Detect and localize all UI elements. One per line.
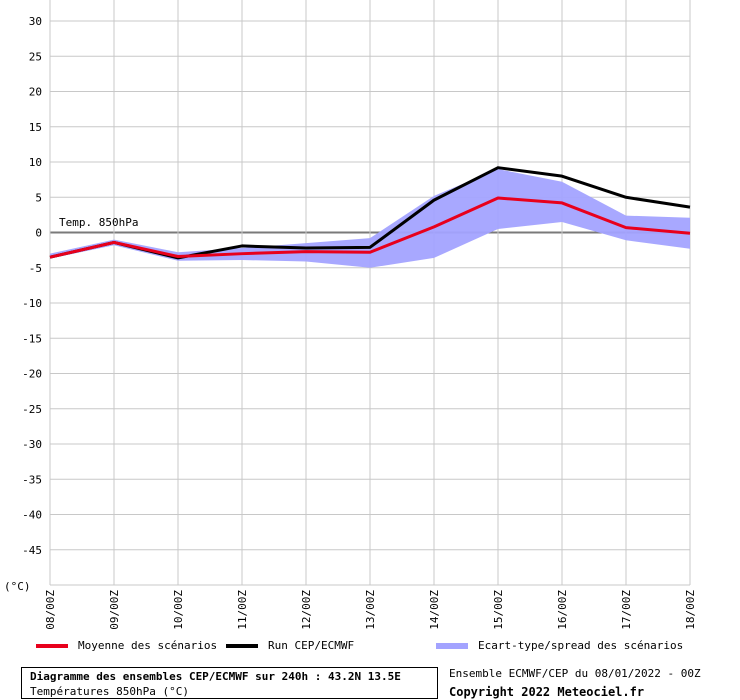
x-tick-label: 13/00Z — [364, 590, 377, 630]
y-tick-label: -20 — [22, 368, 42, 381]
y-tick-label: -30 — [22, 438, 42, 451]
y-tick-label: 30 — [29, 15, 42, 28]
y-tick-label: -5 — [29, 262, 42, 275]
x-tick-label: 10/00Z — [172, 590, 185, 630]
y-tick-label: 15 — [29, 121, 42, 134]
series-line-mean — [49, 196, 691, 259]
y-tick-label: 0 — [35, 227, 42, 240]
y-axis-ticks: 30 25 20 15 10 5 0 -5 -10 -15 -20 -25 -30 -35 -40 -45 — [22, 15, 42, 557]
temp-annotation: Temp. 850hPa — [59, 216, 138, 229]
spread-area — [50, 169, 690, 268]
y-tick-label: -25 — [22, 403, 42, 416]
x-tick-label: 18/00Z — [684, 590, 697, 630]
chart-subtitle: Températures 850hPa (°C) — [30, 685, 189, 698]
copyright: Copyright 2022 Meteociel.fr — [449, 685, 645, 699]
y-tick-label: -45 — [22, 544, 42, 557]
legend-label-run: Run CEP/ECMWF — [268, 639, 355, 652]
y-tick-label: 5 — [35, 191, 42, 204]
legend-item-spread: Ecart-type/spread des scénarios — [436, 639, 683, 652]
x-tick-label: 17/00Z — [620, 590, 633, 630]
run-info: Ensemble ECMWF/CEP du 08/01/2022 - 00Z — [449, 667, 701, 680]
legend-item-run: Run CEP/ECMWF — [226, 639, 354, 652]
y-tick-label: -40 — [22, 509, 42, 522]
chart-title: Diagramme des ensembles CEP/ECMWF sur 24… — [30, 670, 401, 683]
x-tick-label: 11/00Z — [236, 590, 249, 630]
legend-swatch-run — [226, 643, 258, 648]
x-tick-label: 12/00Z — [300, 590, 313, 630]
series-lines — [49, 166, 691, 260]
x-axis-ticks: 08/00Z 09/00Z 10/00Z 11/00Z 12/00Z 13/00Z 14/0… — [44, 590, 697, 630]
chart-grid — [49, 0, 691, 586]
x-tick-label: 15/00Z — [492, 590, 505, 630]
legend-item-mean: Moyenne des scénarios — [36, 639, 217, 652]
y-tick-label: 25 — [29, 50, 42, 63]
y-tick-label: -15 — [22, 332, 42, 345]
y-tick-label: 20 — [29, 86, 42, 99]
y-tick-label: -35 — [22, 473, 42, 486]
legend: Moyenne des scénarios Run CEP/ECMWF Ecar… — [0, 639, 740, 657]
x-tick-label: 09/00Z — [108, 590, 121, 630]
spread-band — [50, 169, 690, 268]
y-unit-label: (°C) — [4, 580, 31, 593]
x-tick-label: 08/00Z — [44, 590, 57, 630]
legend-swatch-spread — [436, 642, 468, 649]
chart-info-box: Diagramme des ensembles CEP/ECMWF sur 24… — [21, 667, 438, 699]
y-tick-label: 10 — [29, 156, 42, 169]
legend-label-spread: Ecart-type/spread des scénarios — [478, 639, 684, 652]
y-tick-label: -10 — [22, 297, 42, 310]
legend-label-mean: Moyenne des scénarios — [78, 639, 218, 652]
ensemble-chart: 30 25 20 15 10 5 0 -5 -10 -15 -20 -25 -30 -35 -40 -45 0… — [4, 0, 697, 630]
legend-swatch-mean — [36, 643, 68, 648]
x-tick-label: 16/00Z — [556, 590, 569, 630]
x-tick-label: 14/00Z — [428, 590, 441, 630]
